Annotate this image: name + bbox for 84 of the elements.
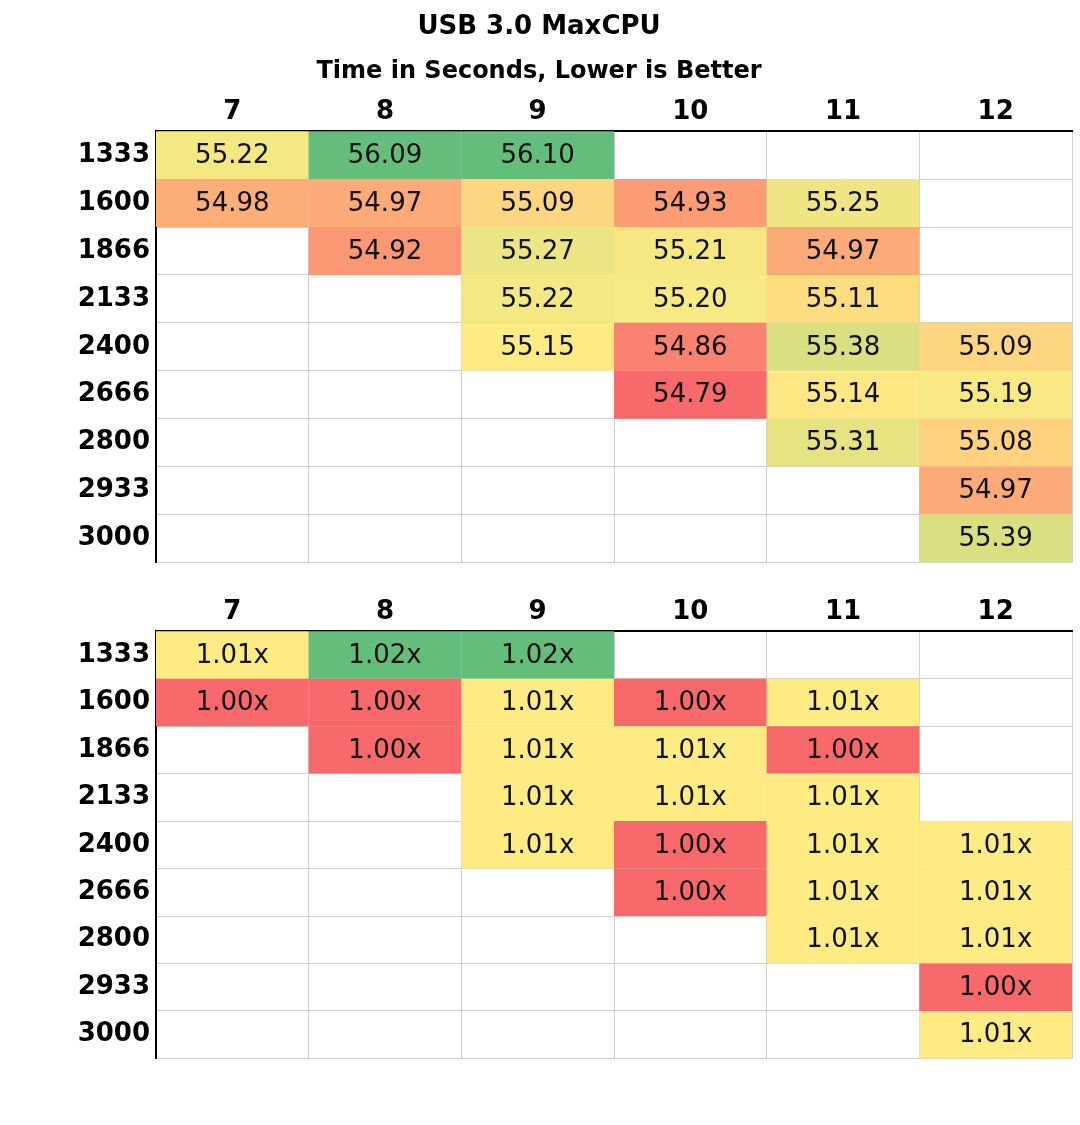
y-tick-label: 3000	[77, 521, 150, 552]
data-label: 54.97	[805, 234, 881, 265]
data-label: 54.93	[653, 186, 728, 217]
data-label: 54.79	[653, 378, 728, 409]
data-label: 1.00x	[653, 876, 727, 907]
x-tick-label: 7	[223, 95, 242, 126]
data-label: 1.01x	[806, 828, 880, 859]
data-label: 54.86	[653, 330, 728, 361]
x-tick-label: 10	[672, 95, 709, 126]
data-label: 55.20	[653, 282, 728, 313]
data-label: 1.00x	[348, 686, 422, 717]
y-tick-label: 2933	[77, 473, 150, 504]
data-label: 1.01x	[653, 733, 727, 764]
data-label: 55.08	[958, 426, 1033, 457]
data-label: 54.98	[195, 186, 270, 217]
data-label: 55.39	[958, 522, 1033, 553]
x-tick-label: 12	[977, 595, 1014, 626]
data-label: 1.01x	[653, 781, 727, 812]
data-label: 1.02x	[348, 638, 422, 669]
data-label: 55.31	[805, 426, 881, 457]
data-label: 55.21	[653, 234, 728, 265]
data-label: 1.01x	[959, 828, 1033, 859]
y-tick-label: 1333	[77, 637, 150, 668]
data-label: 55.09	[958, 330, 1033, 361]
data-label: 1.01x	[959, 923, 1033, 954]
chart-subtitle: Time in Seconds, Lower is Better	[316, 55, 762, 84]
y-tick-label: 1600	[77, 685, 150, 716]
x-tick-label: 11	[824, 95, 862, 126]
y-tick-label: 3000	[77, 1017, 150, 1048]
x-tick-label: 8	[375, 595, 395, 626]
data-label: 1.01x	[806, 781, 880, 812]
data-label: 1.01x	[806, 923, 880, 954]
data-label: 1.00x	[653, 686, 727, 717]
y-tick-label: 2933	[77, 969, 150, 1000]
data-label: 1.00x	[195, 686, 269, 717]
y-tick-label: 2800	[77, 425, 150, 456]
data-label: 54.92	[347, 234, 423, 265]
data-label: 56.09	[347, 138, 423, 169]
data-label: 54.97	[958, 474, 1033, 505]
data-label: 1.01x	[501, 828, 575, 859]
x-tick-label: 11	[824, 595, 862, 626]
y-tick-label: 2666	[77, 377, 150, 408]
x-tick-label: 10	[672, 595, 709, 626]
y-tick-label: 2133	[77, 281, 150, 312]
data-label: 1.01x	[501, 686, 575, 717]
data-label: 55.19	[958, 378, 1033, 409]
data-label: 1.00x	[653, 828, 727, 859]
data-label: 54.97	[347, 186, 423, 217]
y-tick-label: 1866	[77, 732, 150, 763]
y-tick-label: 2666	[77, 875, 150, 906]
data-label: 55.11	[805, 282, 881, 313]
data-label: 1.02x	[501, 638, 575, 669]
data-label: 55.14	[805, 378, 881, 409]
x-tick-label: 12	[977, 95, 1014, 126]
x-tick-label: 9	[528, 595, 547, 626]
data-label: 1.01x	[959, 1018, 1033, 1049]
data-label: 1.00x	[806, 733, 880, 764]
data-label: 1.00x	[959, 970, 1033, 1001]
x-tick-label: 7	[223, 595, 242, 626]
data-label: 55.38	[805, 330, 881, 361]
y-tick-label: 1600	[77, 185, 150, 216]
data-label: 55.22	[195, 138, 270, 169]
data-label: 1.01x	[806, 686, 880, 717]
data-label: 1.01x	[806, 876, 880, 907]
y-tick-label: 2400	[77, 329, 150, 360]
y-tick-label: 2400	[77, 827, 150, 858]
data-label: 1.01x	[195, 638, 269, 669]
data-label: 55.22	[500, 282, 575, 313]
data-label: 1.01x	[501, 781, 575, 812]
x-tick-label: 8	[375, 95, 395, 126]
x-tick-label: 9	[528, 95, 547, 126]
data-label: 55.09	[500, 186, 575, 217]
y-tick-label: 2800	[77, 922, 150, 953]
y-tick-label: 2133	[77, 780, 150, 811]
data-label: 1.00x	[348, 733, 422, 764]
y-tick-label: 1333	[77, 137, 150, 168]
data-label: 55.15	[500, 330, 575, 361]
y-tick-label: 1866	[77, 233, 150, 264]
data-label: 1.01x	[959, 876, 1033, 907]
chart-title: USB 3.0 MaxCPU	[417, 10, 661, 41]
data-label: 1.01x	[501, 733, 575, 764]
data-label: 55.27	[500, 234, 575, 265]
data-label: 56.10	[500, 138, 575, 169]
data-label: 55.25	[805, 186, 881, 217]
